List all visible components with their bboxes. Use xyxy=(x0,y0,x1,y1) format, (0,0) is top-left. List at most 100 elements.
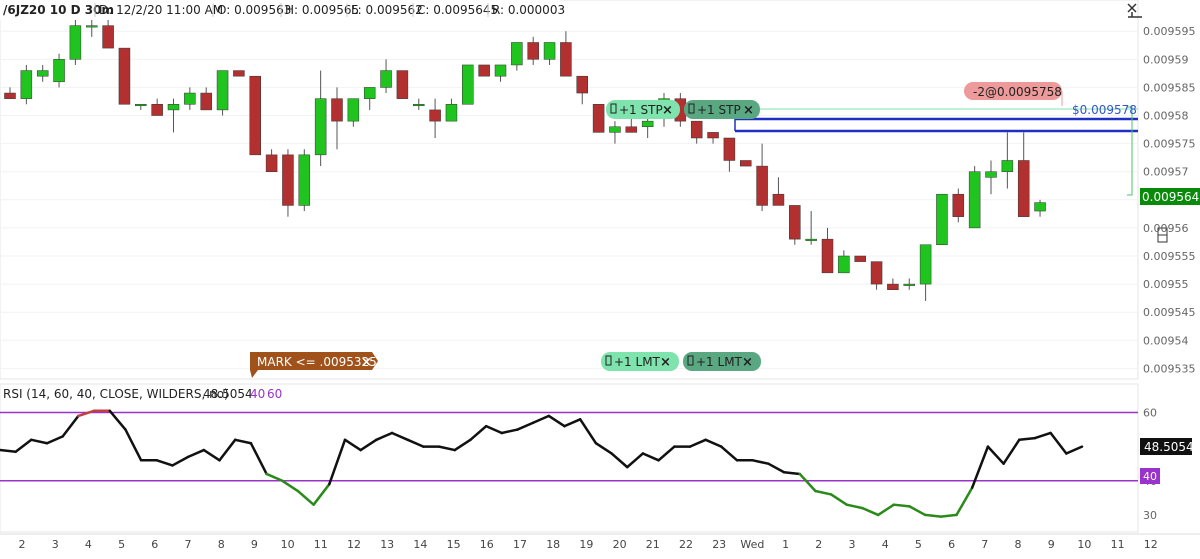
rsi-segment xyxy=(876,503,896,517)
position-bracket xyxy=(1127,106,1133,196)
candle-up xyxy=(69,25,82,60)
x-tick-label: 20 xyxy=(613,538,627,551)
rsi-segment xyxy=(0,448,17,454)
price-tick-label: 0.00954 xyxy=(1143,334,1189,347)
stop-order-1-label: +1 STP xyxy=(619,103,663,117)
order-lock-icon xyxy=(605,355,612,366)
rsi-value: 48.5054 xyxy=(1144,440,1194,454)
close-icon[interactable]: × xyxy=(662,103,673,118)
stop-order-2-bg xyxy=(684,100,760,119)
close-icon[interactable]: × xyxy=(743,103,754,118)
x-tick-label: 3 xyxy=(849,538,856,551)
candle-down xyxy=(249,75,261,156)
candle-up xyxy=(936,193,948,246)
order-lock-icon xyxy=(610,103,617,114)
candle-down xyxy=(870,261,883,285)
rsi-segment xyxy=(688,438,707,448)
price-tick-label: 0.00955 xyxy=(1143,278,1189,291)
mark-alert[interactable]: MARK <= .0095325 × xyxy=(250,352,378,378)
price-tick-label: 0.00958 xyxy=(1143,110,1189,123)
candle-down xyxy=(887,283,899,290)
x-tick-label: Wed xyxy=(740,538,764,551)
candle-up xyxy=(216,70,229,111)
rsi-segment xyxy=(892,503,911,508)
rsi-lower-value: 40 xyxy=(1143,470,1157,483)
candle-down xyxy=(233,70,245,77)
stop-order-2-label: +1 STP xyxy=(697,103,741,117)
rsi-segment xyxy=(296,489,315,506)
rsi-segment xyxy=(814,489,833,496)
candle-down xyxy=(789,205,801,240)
rsi-segment xyxy=(516,421,535,431)
rsi-segment xyxy=(845,503,864,510)
rsi-segment xyxy=(30,438,49,445)
rsi-segment xyxy=(594,441,613,455)
candle-up xyxy=(609,126,621,133)
rsi-segment xyxy=(563,418,582,428)
rsi-segment xyxy=(343,438,362,452)
candle-down xyxy=(331,98,343,122)
rsi-segment xyxy=(1033,431,1052,440)
rsi-segment xyxy=(1065,445,1084,455)
candle-down xyxy=(1017,160,1030,217)
rsi-segment xyxy=(1018,436,1037,442)
candle-down xyxy=(478,64,490,77)
x-tick-label: 7 xyxy=(185,538,192,551)
candle-up xyxy=(641,120,654,128)
rsi-segment xyxy=(249,441,268,476)
x-tick-label: 14 xyxy=(413,538,427,551)
candle-up xyxy=(413,104,425,107)
stop-order-2[interactable]: +1 STP × xyxy=(684,100,760,119)
candle-down xyxy=(429,109,441,122)
rsi-header-lower: 40 xyxy=(250,387,265,401)
rsi-segment xyxy=(610,452,629,469)
candle-up xyxy=(184,92,196,105)
rsi-segment xyxy=(751,459,770,465)
rsi-segment xyxy=(359,438,378,452)
rsi-tick-label: 30 xyxy=(1143,509,1157,522)
rsi-line xyxy=(0,409,1084,518)
limit-order-1[interactable]: +1 LMT × xyxy=(601,352,679,371)
candle-up xyxy=(985,171,997,178)
header-symbol[interactable]: /6JZ20 10 D 30m xyxy=(3,3,114,17)
x-tick-label: 5 xyxy=(915,538,922,551)
price-axis-expand-icon[interactable] xyxy=(1157,227,1168,243)
x-tick-label: 10 xyxy=(1077,538,1091,551)
candle-down xyxy=(772,193,785,206)
close-icon[interactable]: × xyxy=(742,355,753,370)
close-icon[interactable]: × xyxy=(660,355,671,370)
drawing-tool-icon[interactable] xyxy=(1127,3,1142,18)
rsi-segment xyxy=(798,472,817,493)
price-grid: 0.009595 0.00959 0.009585 0.00958 0.009575 0.… xyxy=(0,25,1196,375)
candle-up xyxy=(511,42,523,66)
rsi-segment xyxy=(500,428,519,435)
candle-up xyxy=(919,244,932,285)
rsi-segment xyxy=(390,431,409,442)
price-tick-label: 0.009535 xyxy=(1143,362,1196,375)
rsi-segment xyxy=(970,445,990,489)
rsi-segment xyxy=(186,448,206,459)
rsi-segment xyxy=(469,424,488,442)
candle-down xyxy=(265,154,278,172)
header-bg xyxy=(0,0,560,20)
rsi-segment xyxy=(531,414,551,424)
rsi-segment xyxy=(923,513,943,518)
header-range: R: 0.000003 xyxy=(492,3,565,17)
rsi-segment xyxy=(908,505,927,517)
rsi-label[interactable]: RSI (14, 60, 40, CLOSE, WILDERS, no) xyxy=(3,387,229,401)
rsi-segment xyxy=(986,445,1005,465)
price-tick-label: 0.009575 xyxy=(1143,138,1196,151)
limit-order-2-label: +1 LMT xyxy=(696,355,743,369)
candle-up xyxy=(380,70,392,88)
sell-order[interactable]: -2@0.0095758 xyxy=(964,82,1062,100)
rsi-grid: 60 40 30 xyxy=(0,406,1157,522)
limit-order-2[interactable]: +1 LMT × xyxy=(683,352,761,371)
candle-up xyxy=(805,238,817,241)
candle-down xyxy=(118,47,131,105)
rsi-segment xyxy=(14,438,33,454)
price-tick-label: 0.009585 xyxy=(1143,81,1196,94)
x-axis: 2 3 4 5 6 7 8 9 10 11 12 13 14 15 16 17 18 19 20 21 22 23 Wed 1… xyxy=(19,538,1158,551)
stop-order-1[interactable]: +1 STP × xyxy=(606,100,680,119)
close-icon[interactable]: × xyxy=(361,355,372,370)
